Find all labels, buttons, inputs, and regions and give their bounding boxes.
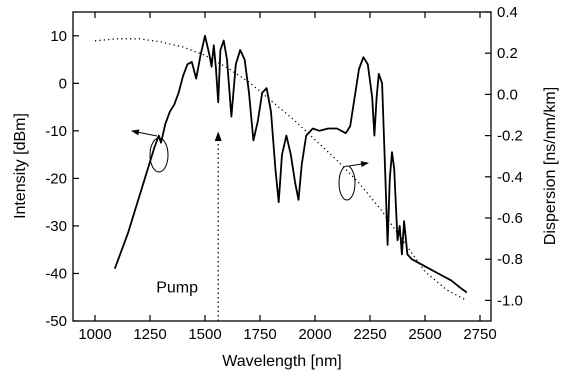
left-y-tick-label: -40	[45, 265, 67, 282]
x-tick-label: 2250	[353, 326, 386, 343]
left-y-tick-label: 10	[50, 28, 67, 45]
left-axis-indicator-ellipse	[149, 137, 169, 173]
x-tick-label: 2750	[463, 326, 496, 343]
right-y-tick-label: 0.2	[497, 45, 518, 62]
x-axis: 1000 1250 1500 1750 2000 2250 2500 2750	[78, 12, 497, 343]
left-y-tick-label: -20	[45, 170, 67, 187]
plot-frame	[72, 11, 492, 322]
right-y-tick-label: -0.4	[497, 169, 523, 186]
left-y-axis-title: Intensity [dBm]	[12, 113, 29, 219]
x-tick-label: 1000	[78, 326, 111, 343]
series-layer	[94, 34, 468, 301]
right-y-tick-label: -0.2	[497, 128, 523, 145]
left-y-tick-label: 0	[59, 75, 67, 92]
right-axis-indicator-arrow	[348, 161, 369, 168]
x-tick-label: 1500	[188, 326, 221, 343]
right-y-axis-title: Dispersion [ns/nm/km]	[542, 87, 559, 245]
left-y-axis: 10 0 -10 -20 -30 -40 -50	[45, 28, 79, 330]
pump-label: Pump	[156, 280, 198, 297]
right-y-axis: 0.4 0.2 0.0 -0.2 -0.4 -0.6 -0.8 -1.0	[485, 4, 523, 309]
x-axis-title: Wavelength [nm]	[222, 353, 341, 370]
intensity-spectrum-line	[113, 34, 468, 294]
right-y-tick-label: 0.4	[497, 4, 518, 21]
left-axis-indicator-arrow	[131, 129, 158, 137]
left-y-tick-label: -10	[45, 123, 67, 140]
x-tick-label: 2500	[408, 326, 441, 343]
left-y-tick-label: -30	[45, 218, 67, 235]
x-tick-label: 2000	[298, 326, 331, 343]
left-y-tick-label: -50	[45, 313, 67, 330]
right-y-tick-label: -0.6	[497, 210, 523, 227]
right-y-tick-label: -0.8	[497, 251, 523, 268]
x-tick-label: 1250	[133, 326, 166, 343]
right-axis-indicator-ellipse	[338, 165, 356, 201]
dispersion-curve	[94, 38, 468, 301]
x-tick-label: 1750	[243, 326, 276, 343]
right-y-tick-label: 0.0	[497, 86, 518, 103]
right-y-tick-label: -1.0	[497, 292, 523, 309]
